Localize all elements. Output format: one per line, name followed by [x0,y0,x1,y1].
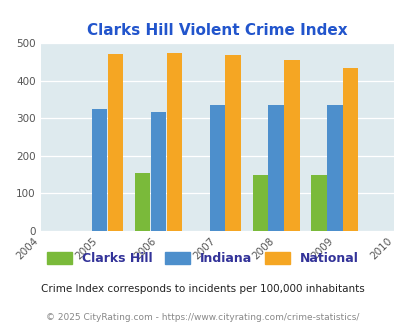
Legend: Clarks Hill, Indiana, National: Clarks Hill, Indiana, National [42,247,363,270]
Bar [342,68,358,231]
Bar [284,60,299,231]
Bar [326,105,342,231]
Bar [92,109,107,231]
Bar [134,173,150,231]
Bar [311,175,326,231]
Bar [268,105,283,231]
Bar [166,53,181,231]
Bar [225,55,240,231]
Bar [252,175,267,231]
Title: Clarks Hill Violent Crime Index: Clarks Hill Violent Crime Index [87,22,347,38]
Bar [209,105,224,231]
Bar [150,113,166,231]
Text: © 2025 CityRating.com - https://www.cityrating.com/crime-statistics/: © 2025 CityRating.com - https://www.city… [46,313,359,322]
Bar [107,54,123,231]
Text: Crime Index corresponds to incidents per 100,000 inhabitants: Crime Index corresponds to incidents per… [41,284,364,294]
